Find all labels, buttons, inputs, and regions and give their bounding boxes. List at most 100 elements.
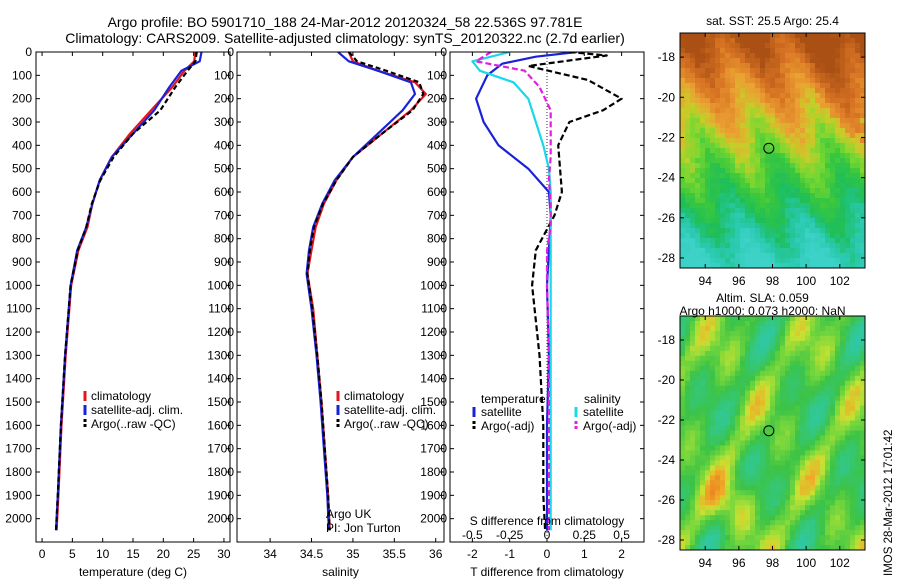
heatmap-cell — [725, 415, 731, 421]
heatmap-cell — [760, 138, 766, 144]
heatmap-cell — [805, 228, 811, 234]
heatmap-cell — [745, 33, 751, 39]
heatmap-cell — [720, 58, 726, 64]
heatmap-cell — [775, 535, 781, 541]
heatmap-cell — [745, 465, 751, 471]
heatmap-cell — [855, 325, 861, 332]
heatmap-cell — [855, 83, 861, 89]
heatmap-cell — [860, 375, 866, 382]
heatmap-cell — [710, 325, 716, 332]
heatmap-cell — [805, 445, 811, 451]
heatmap-cell — [765, 415, 771, 421]
heatmap-cell — [695, 188, 701, 194]
heatmap-cell — [845, 540, 851, 546]
heatmap-cell — [725, 253, 731, 259]
heatmap-cell — [755, 495, 761, 501]
heatmap-cell — [840, 118, 846, 124]
heatmap-cell — [740, 490, 746, 496]
heatmap-cell — [815, 460, 821, 466]
heatmap-cell — [755, 330, 761, 337]
heatmap-cell — [845, 400, 851, 407]
heatmap-cell — [710, 530, 716, 536]
heatmap-cell — [815, 203, 821, 209]
heatmap-cell — [680, 128, 686, 134]
heatmap-cell — [845, 405, 851, 411]
heatmap-cell — [785, 263, 791, 269]
heatmap-cell — [860, 365, 866, 372]
heatmap-cell — [810, 143, 816, 149]
heatmap-cell — [860, 248, 866, 254]
heatmap-cell — [720, 400, 726, 407]
heatmap-cell — [830, 218, 836, 224]
heatmap-cell — [735, 88, 741, 94]
heatmap-cell — [850, 63, 856, 69]
heatmap-cell — [710, 158, 716, 164]
heatmap-cell — [710, 400, 716, 407]
heatmap-cell — [750, 118, 756, 124]
heatmap-cell — [715, 500, 721, 506]
heatmap-cell — [855, 545, 861, 551]
heatmap-cell — [710, 138, 716, 144]
heatmap-cell — [780, 118, 786, 124]
heatmap-cell — [740, 515, 746, 521]
heatmap-cell — [795, 440, 801, 446]
heatmap-cell — [805, 485, 811, 491]
heatmap-cell — [855, 455, 861, 461]
heatmap-cell — [830, 133, 836, 139]
heatmap-cell — [710, 93, 716, 99]
heatmap-cell — [750, 535, 756, 541]
heatmap-cell — [845, 335, 851, 342]
heatmap-cell — [760, 475, 766, 481]
heatmap-cell — [835, 48, 841, 54]
heatmap-cell — [835, 400, 841, 407]
heatmap-cell — [700, 380, 706, 387]
heatmap-cell — [745, 233, 751, 239]
heatmap-cell — [700, 78, 706, 84]
heatmap-cell — [860, 340, 866, 347]
heatmap-cell — [800, 58, 806, 64]
heatmap-cell — [710, 415, 716, 421]
heatmap-cell — [775, 515, 781, 521]
heatmap-cell — [705, 350, 711, 357]
heatmap-cell — [845, 228, 851, 234]
heatmap-cell — [745, 360, 751, 367]
heatmap-cell — [725, 445, 731, 451]
heatmap-cell — [725, 203, 731, 209]
heatmap-cell — [695, 78, 701, 84]
heatmap-cell — [705, 385, 711, 392]
heatmap-cell — [790, 395, 796, 402]
heatmap-cell — [835, 455, 841, 461]
heatmap-cell — [725, 385, 731, 392]
heatmap-cell — [830, 540, 836, 546]
heatmap-cell — [775, 218, 781, 224]
heatmap-cell — [740, 530, 746, 536]
heatmap-cell — [830, 360, 836, 367]
heatmap-cell — [810, 118, 816, 124]
heatmap-cell — [785, 258, 791, 264]
heatmap-cell — [765, 238, 771, 244]
heatmap-cell — [820, 218, 826, 224]
heatmap-cell — [785, 148, 791, 154]
heatmap-cell — [785, 465, 791, 471]
heatmap-cell — [690, 410, 696, 416]
heatmap-cell — [740, 183, 746, 189]
heatmap-cell — [775, 385, 781, 392]
heatmap-cell — [690, 375, 696, 382]
heatmap-cell — [835, 316, 841, 322]
heatmap-cell — [815, 470, 821, 476]
heatmap-cell — [680, 495, 686, 501]
heatmap-cell — [845, 218, 851, 224]
heatmap-cell — [775, 238, 781, 244]
heatmap-cell — [745, 365, 751, 372]
heatmap-cell — [755, 253, 761, 259]
heatmap-cell — [750, 88, 756, 94]
heatmap-cell — [840, 228, 846, 234]
heatmap-cell — [695, 430, 701, 436]
heatmap-cell — [760, 420, 766, 426]
y-tick-label: 2000 — [5, 512, 32, 526]
heatmap-cell — [800, 390, 806, 397]
heatmap-cell — [680, 238, 686, 244]
heatmap-cell — [770, 93, 776, 99]
heatmap-cell — [770, 435, 776, 441]
heatmap-cell — [850, 138, 856, 144]
